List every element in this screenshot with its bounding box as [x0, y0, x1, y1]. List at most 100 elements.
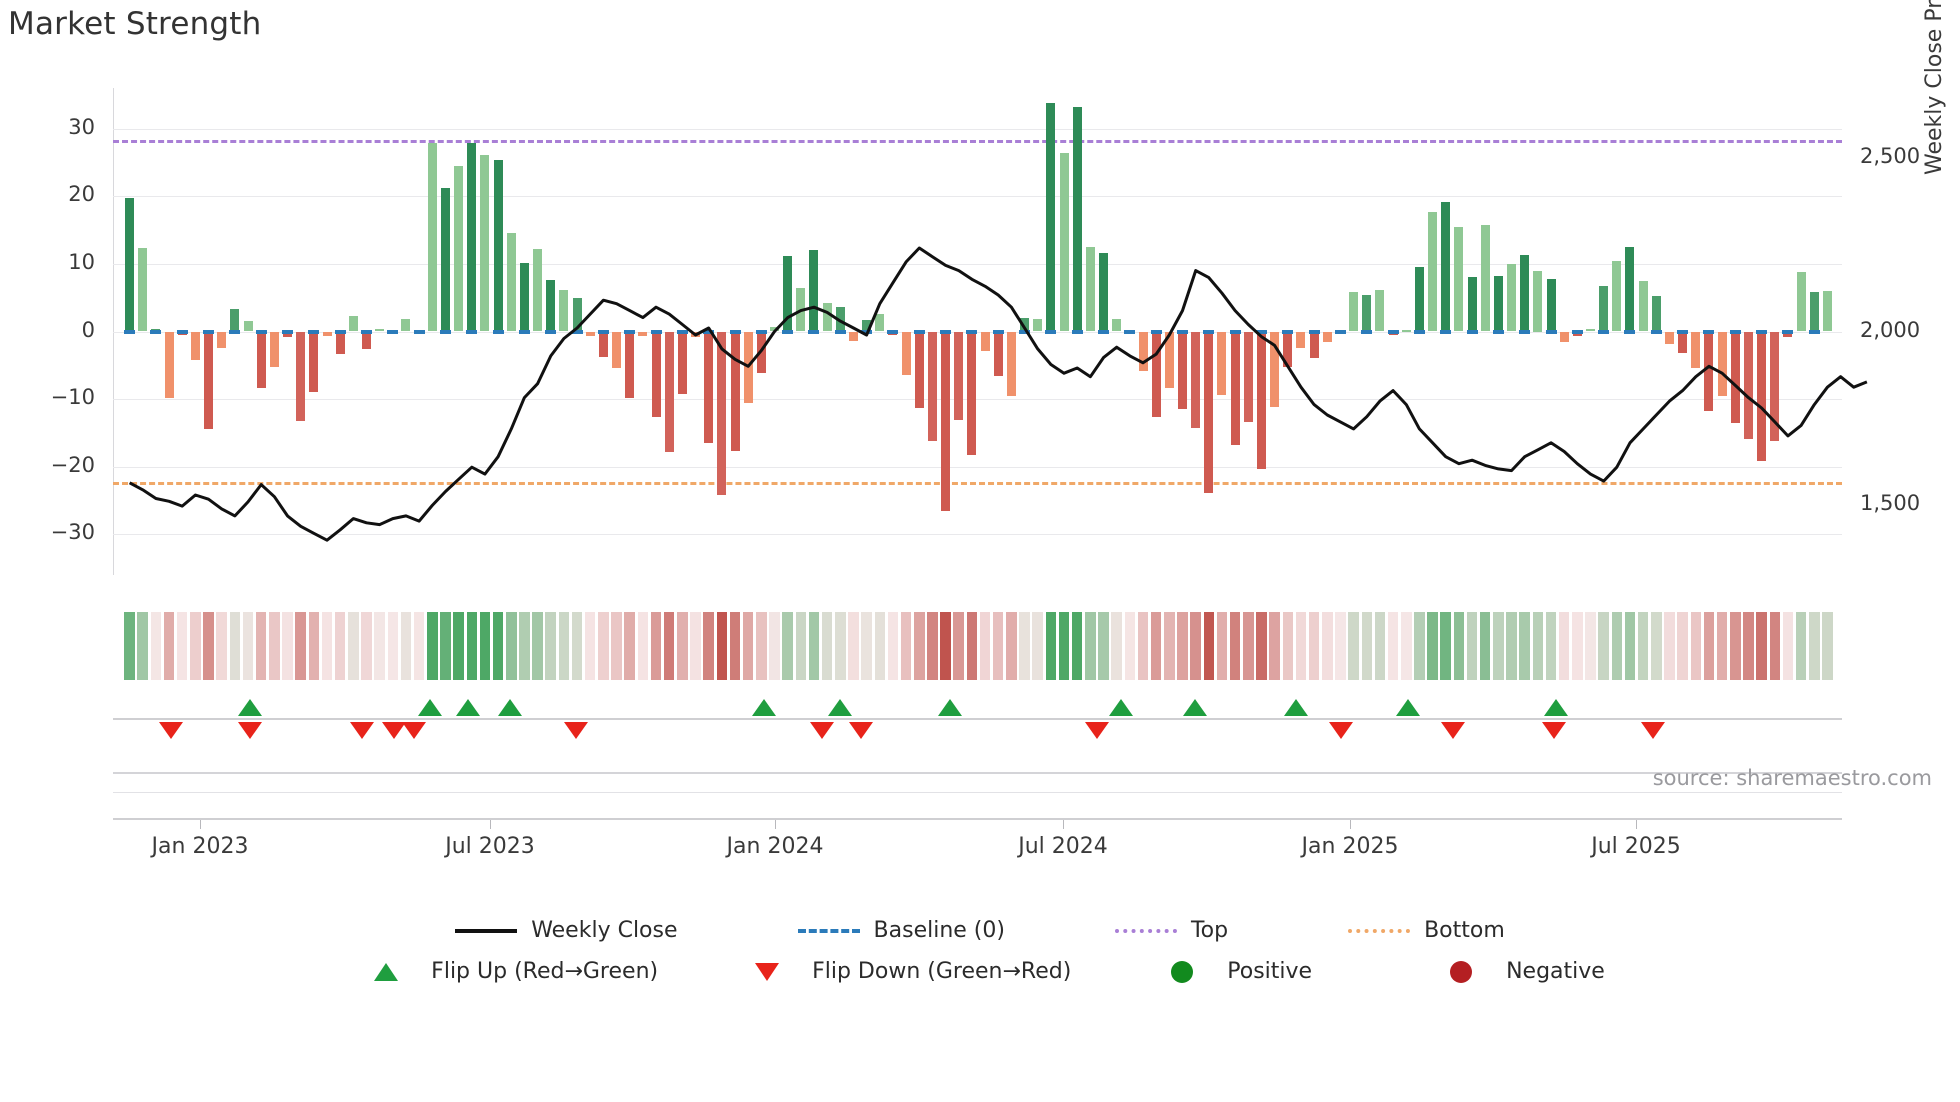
baseline-tick — [308, 329, 320, 334]
y-axis-right-tick-label: 1,500 — [1860, 491, 1921, 516]
strength-bar — [533, 248, 543, 332]
strength-bar — [1822, 290, 1832, 332]
strength-bar — [1572, 331, 1582, 336]
flip-up-marker — [1544, 699, 1568, 716]
strength-bar — [651, 331, 661, 417]
legend-item-top[interactable]: Top — [1114, 918, 1228, 943]
heatmap-cell — [1822, 612, 1833, 680]
strength-bar — [1678, 331, 1688, 354]
heatmap-cell — [1019, 612, 1030, 680]
strength-bar — [1612, 261, 1622, 332]
strength-bar — [1599, 285, 1609, 332]
heatmap-cell — [163, 612, 175, 680]
baseline-tick — [545, 329, 557, 334]
baseline-tick — [1782, 329, 1794, 334]
legend-item-flip-up[interactable]: Flip Up (Red→Green) — [355, 959, 658, 984]
heatmap-cell — [1466, 612, 1478, 680]
heatmap-cell — [1308, 612, 1320, 680]
strength-bar — [1401, 330, 1411, 332]
strength-bar — [862, 320, 872, 332]
strength-bar — [1006, 331, 1016, 397]
baseline-tick — [1334, 329, 1346, 334]
strength-bar — [1730, 331, 1740, 424]
strength-bar — [664, 331, 674, 452]
flip-down-marker — [1542, 722, 1566, 739]
divider-rule-upper — [113, 772, 1842, 774]
strength-bar — [980, 331, 990, 352]
legend-item-positive[interactable]: Positive — [1151, 959, 1312, 984]
baseline-tick — [1255, 329, 1267, 334]
baseline-tick — [1756, 329, 1768, 334]
baseline-tick — [913, 329, 925, 334]
strength-heatmap-strip — [113, 612, 1842, 680]
page-title: Market Strength — [8, 6, 262, 42]
baseline-tick — [992, 329, 1004, 334]
heatmap-cell — [1322, 612, 1333, 680]
positive-icon — [1151, 960, 1213, 984]
flip-down-marker — [1085, 722, 1109, 739]
y-axis-left-tick-label: 20 — [68, 182, 95, 207]
heatmap-cell — [1756, 612, 1767, 680]
strength-bar — [822, 303, 832, 332]
baseline-tick — [439, 329, 451, 334]
baseline-tick — [1598, 329, 1610, 334]
baseline-tick — [1229, 329, 1241, 334]
strength-bar — [848, 331, 858, 341]
legend-item-weekly-close[interactable]: Weekly Close — [455, 918, 678, 943]
heatmap-cell — [124, 612, 135, 680]
baseline-tick — [492, 329, 504, 334]
baseline-tick — [650, 329, 662, 334]
legend-item-flip-down[interactable]: Flip Down (Green→Red) — [736, 959, 1071, 984]
heatmap-cell — [848, 612, 859, 680]
heatmap-cell — [229, 612, 241, 680]
flip-up-marker — [418, 699, 442, 716]
flip-down-marker — [1329, 722, 1353, 739]
strength-bar — [348, 315, 358, 332]
strength-bar — [1138, 331, 1148, 372]
legend-item-baseline[interactable]: Baseline (0) — [797, 918, 1005, 943]
heatmap-cell — [1440, 612, 1451, 680]
heatmap-cell — [1216, 612, 1228, 680]
strength-bar — [927, 331, 937, 442]
baseline-tick — [966, 329, 978, 334]
flip-up-marker — [828, 699, 852, 716]
heatmap-cell — [1006, 612, 1017, 680]
strength-bar — [256, 331, 266, 389]
gridline — [113, 196, 1842, 198]
flip-up-marker — [1284, 699, 1308, 716]
x-axis: Jan 2023 Jul 2023 Jan 2024 Jul 2024 Jan 2025… — [113, 818, 1842, 878]
legend-label-flip-down: Flip Down (Green→Red) — [812, 959, 1072, 984]
heatmap-cell — [598, 612, 609, 680]
heatmap-cell — [1730, 612, 1741, 680]
legend-item-negative[interactable]: Negative — [1430, 959, 1605, 984]
baseline-tick — [1650, 329, 1662, 334]
heatmap-cell — [756, 612, 767, 680]
heatmap-cell — [729, 612, 741, 680]
legend-item-bottom[interactable]: Bottom — [1348, 918, 1505, 943]
strength-bar — [401, 318, 411, 332]
heatmap-cell — [1493, 612, 1504, 680]
strength-bar — [1757, 331, 1767, 462]
flip-up-marker — [498, 699, 522, 716]
strength-bar — [1704, 331, 1714, 412]
strength-bar — [1296, 331, 1306, 348]
baseline-tick — [1571, 329, 1583, 334]
strength-bar — [243, 320, 253, 332]
strength-bar — [375, 328, 385, 332]
heatmap-cell — [1808, 612, 1820, 680]
heatmap-cell — [1795, 612, 1807, 680]
gridline — [113, 466, 1842, 468]
weekly-close-icon — [455, 919, 518, 943]
strength-bar — [1270, 331, 1280, 408]
heatmap-cell — [1387, 612, 1399, 680]
heatmap-cell — [1203, 612, 1215, 680]
flip-down-marker — [382, 722, 406, 739]
strength-bar — [519, 262, 529, 332]
strength-bar — [1809, 292, 1819, 332]
heatmap-cell — [440, 612, 451, 680]
x-axis-tick-mark — [490, 820, 491, 829]
strength-bar — [1480, 225, 1490, 332]
strength-bar — [1783, 331, 1793, 337]
heatmap-cell — [1506, 612, 1517, 680]
strength-bar — [967, 331, 977, 456]
